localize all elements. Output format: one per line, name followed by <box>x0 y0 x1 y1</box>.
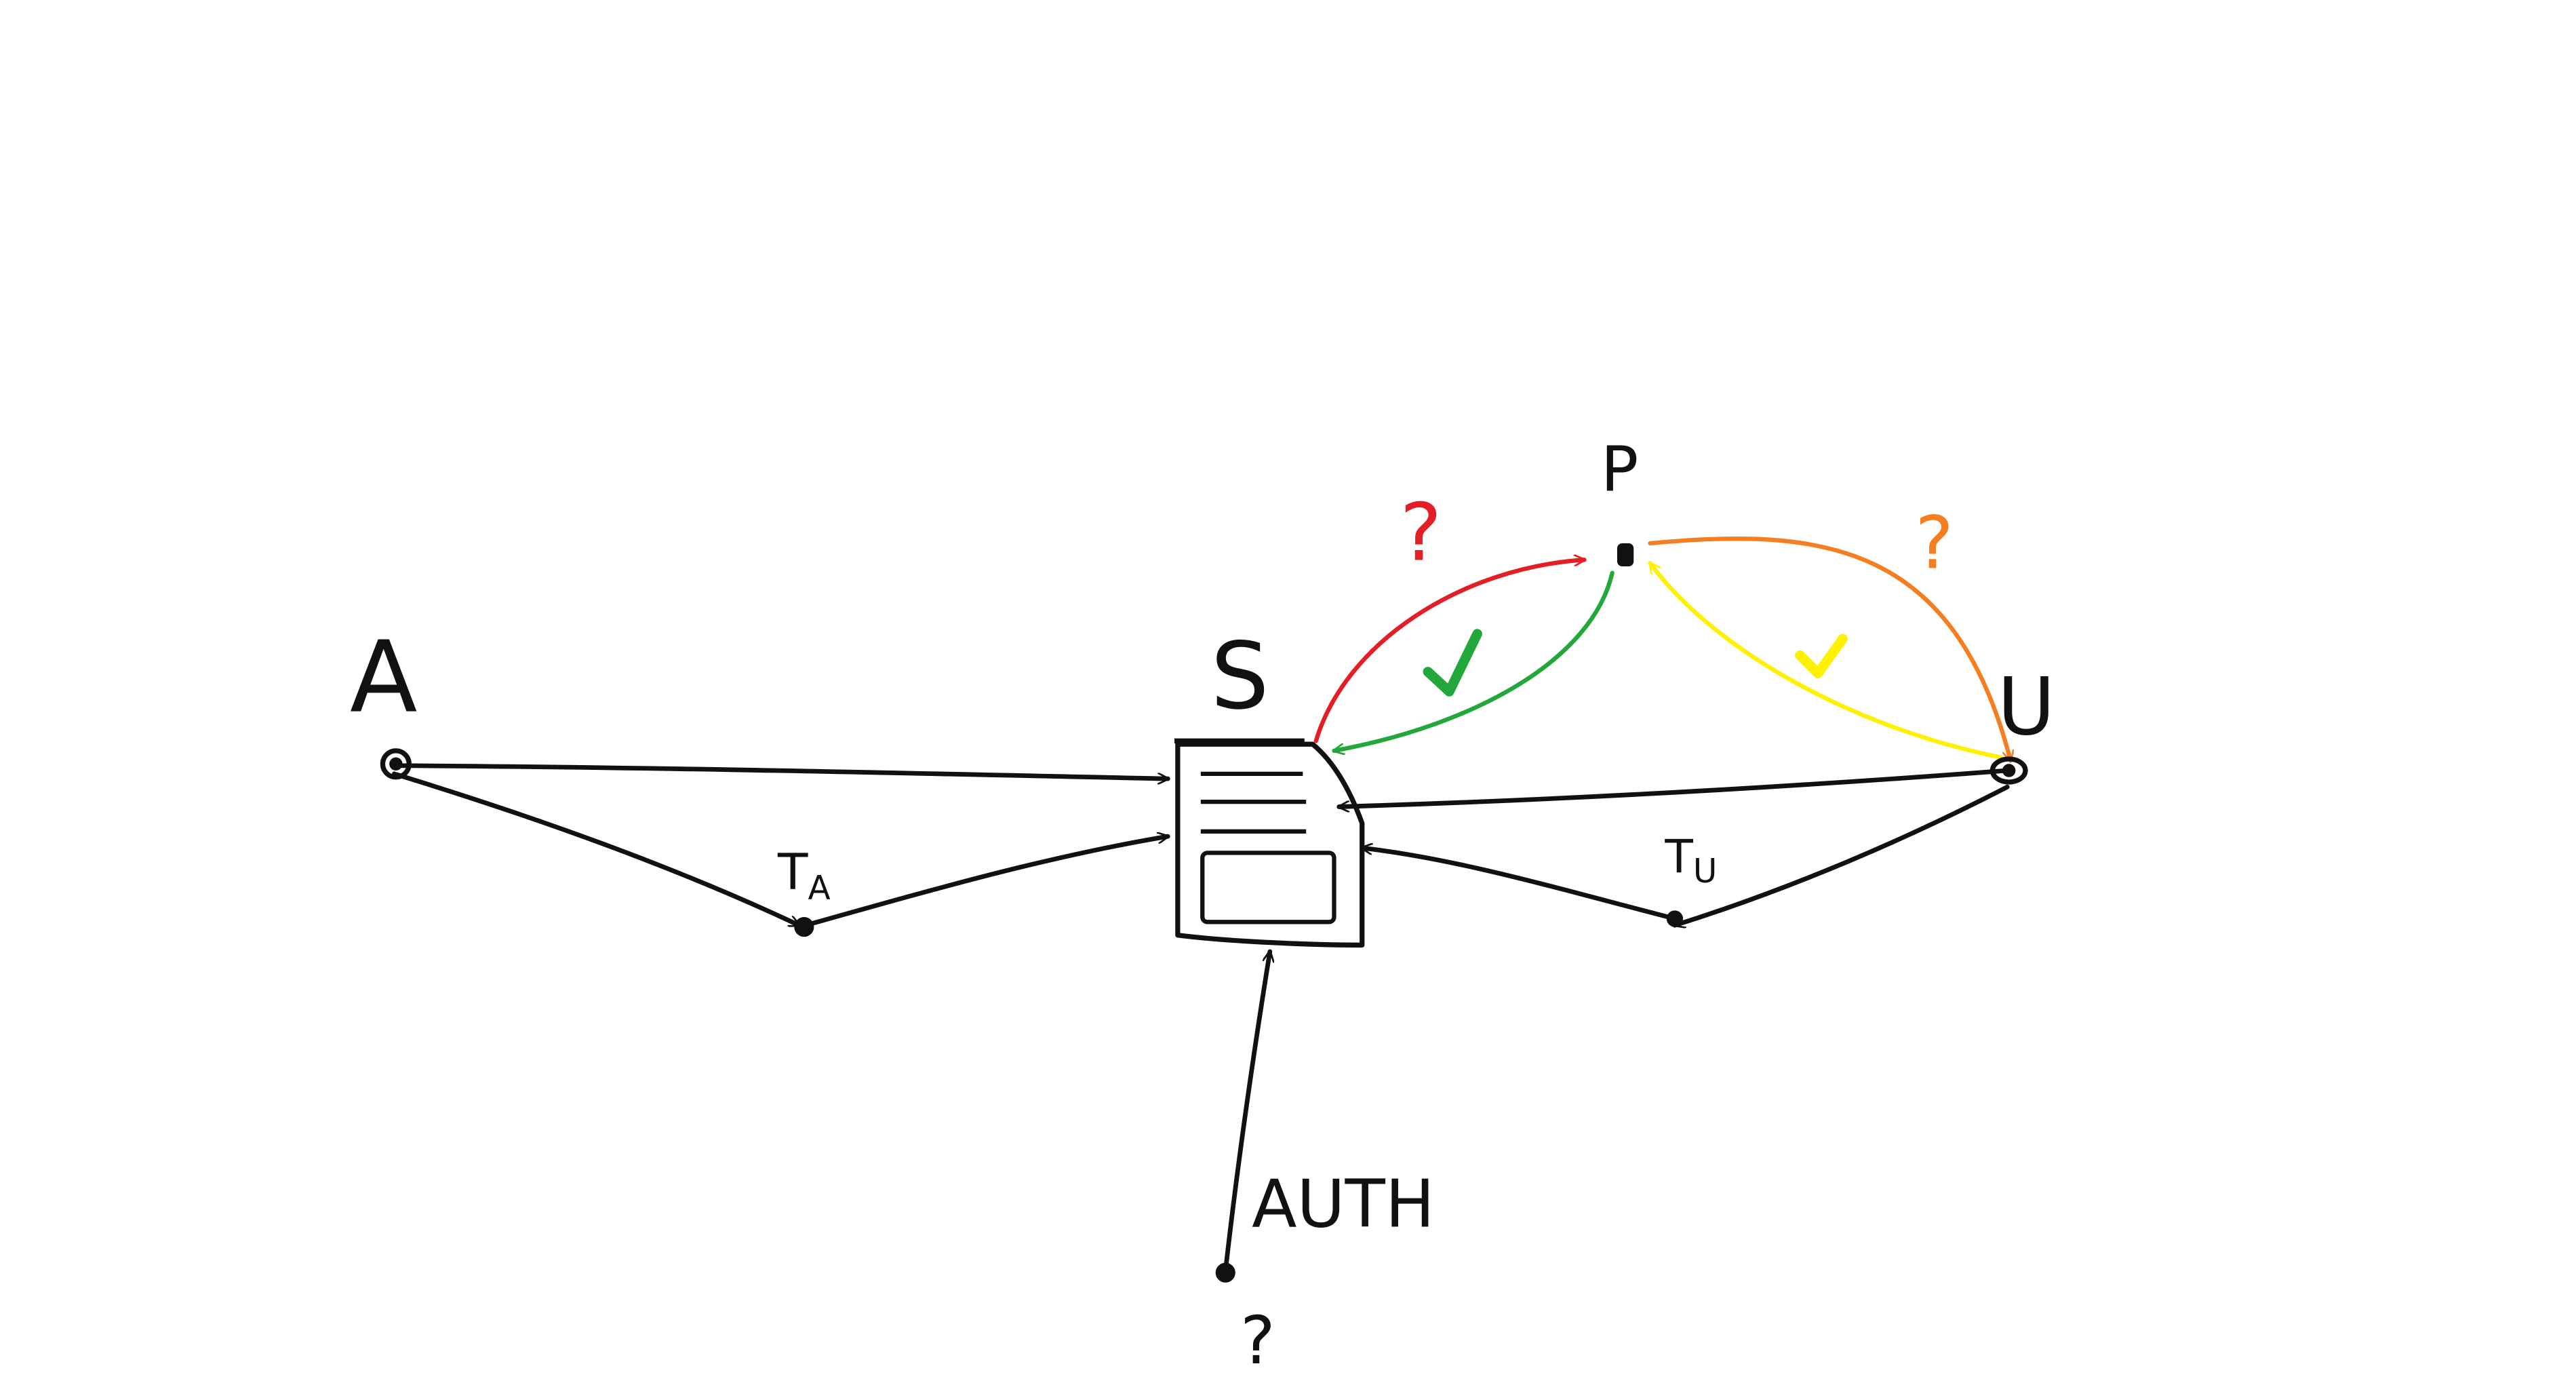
edge-s-to-p-red <box>1313 560 1587 743</box>
node-u-dot <box>1989 756 2028 785</box>
node-s-label: S <box>1210 623 1269 731</box>
node-ta-subscript: A <box>808 869 830 907</box>
edge-p-to-u-question-mark: ? <box>1915 501 1954 585</box>
edge-u-to-p-yellow <box>1648 563 2003 760</box>
edge-a-to-ta <box>392 771 799 928</box>
node-auth-source-label: ? <box>1240 1302 1275 1379</box>
colored-edges <box>1313 536 2011 760</box>
node-p-dot <box>1617 543 1634 567</box>
edge-u-to-tu <box>1675 784 2010 925</box>
server-outline <box>1175 741 1365 948</box>
edge-p-to-s-green <box>1334 570 1614 751</box>
node-ta-dot <box>794 917 814 937</box>
node-dots <box>380 543 2028 1283</box>
server-inner-box <box>1200 851 1336 924</box>
edge-s-to-p-question-mark: ? <box>1400 487 1442 579</box>
check-marks <box>1423 629 1848 697</box>
server-document-icon <box>1174 738 1365 948</box>
node-ta-label: TA <box>777 844 831 908</box>
node-a-dot <box>380 748 412 780</box>
edge-tu-to-s <box>1360 848 1678 921</box>
node-u-label: U <box>1998 662 2055 754</box>
edge-auth <box>1223 949 1270 1274</box>
node-tu-label: TU <box>1664 831 1717 891</box>
check-icon <box>1423 629 1482 697</box>
node-tu-subscript: U <box>1693 853 1718 891</box>
node-a-label: A <box>350 621 418 735</box>
edge-a-to-s <box>392 763 1170 779</box>
node-auth-source-dot <box>1215 1262 1235 1283</box>
edge-ta-to-s <box>803 836 1170 928</box>
node-u-dot-core <box>2002 764 2016 777</box>
black-edges <box>392 763 2010 1274</box>
node-a-dot-core <box>389 757 403 771</box>
node-labels: A S P U TA TU AUTH ? <box>350 432 2055 1379</box>
check-icon <box>1795 634 1848 679</box>
node-tu-main: T <box>1664 831 1693 884</box>
node-tu-dot <box>1666 910 1684 927</box>
node-ta-main: T <box>777 844 808 901</box>
node-p-label: P <box>1601 432 1639 505</box>
edge-auth-label: AUTH <box>1252 1165 1435 1242</box>
edge-u-to-s <box>1336 768 2010 806</box>
edge-p-to-u-orange <box>1648 536 2011 760</box>
edge-question-marks: ? ? <box>1400 487 1954 585</box>
